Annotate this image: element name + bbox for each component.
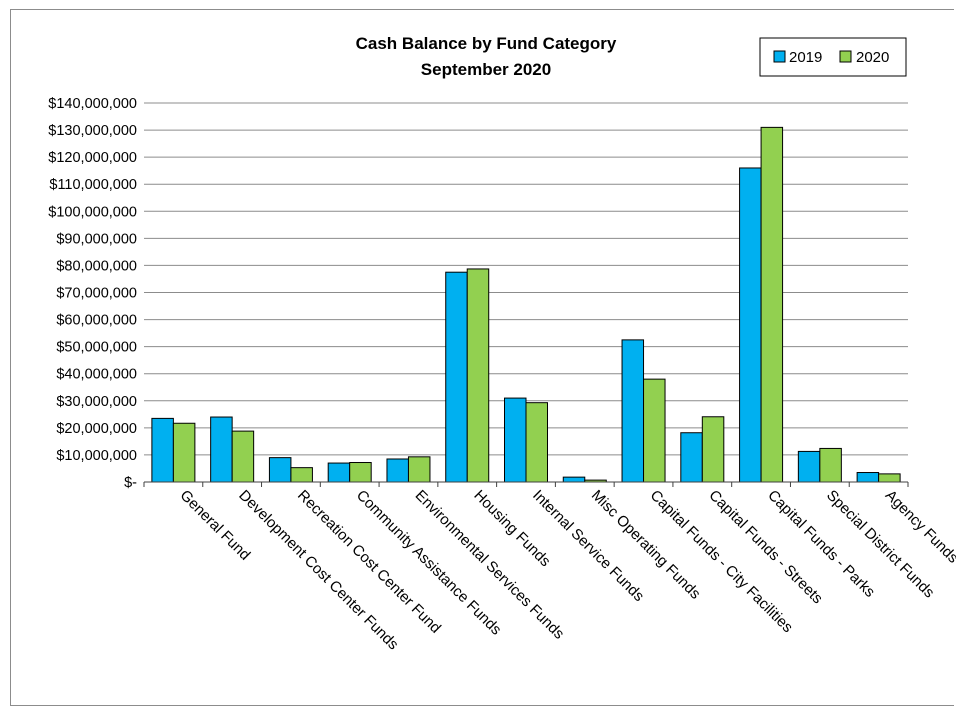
- bar-2020: [701, 416, 725, 483]
- category-label: Special District Funds: [823, 487, 938, 602]
- chart-subtitle: September 2020: [421, 60, 551, 79]
- y-tick-label: $120,000,000: [48, 150, 137, 166]
- bar-2019: [327, 462, 351, 483]
- bar-2019: [210, 416, 233, 483]
- y-tick-label: $50,000,000: [56, 340, 137, 356]
- bar-2020: [819, 447, 842, 483]
- legend-label-2019: 2019: [789, 49, 822, 66]
- bar-2019: [621, 339, 645, 483]
- category-label: Capital Funds - Parks: [764, 487, 878, 601]
- y-tick-label: $140,000,000: [48, 96, 137, 112]
- bar-2019: [268, 457, 292, 483]
- bar-2019: [739, 167, 762, 483]
- bar-2020: [231, 430, 255, 483]
- legend-swatch-2019: [773, 50, 786, 63]
- category-label: Misc Operating Funds: [588, 487, 704, 603]
- y-tick-label: $80,000,000: [56, 258, 137, 274]
- bars: [151, 126, 901, 483]
- legend-swatch-2020: [839, 50, 852, 63]
- bar-2019: [562, 476, 586, 483]
- bar-2019: [680, 432, 703, 483]
- bar-2020: [290, 467, 313, 483]
- bar-2020: [760, 126, 784, 483]
- bar-2020: [349, 462, 372, 483]
- y-tick-label: $90,000,000: [56, 231, 137, 247]
- y-tick-label: $30,000,000: [56, 394, 137, 410]
- bar-2020: [466, 268, 490, 483]
- bar-2020: [172, 422, 196, 483]
- bar-2020: [407, 456, 431, 483]
- category-label: Capital Funds - Streets: [705, 487, 825, 607]
- y-tick-label: $10,000,000: [56, 448, 137, 464]
- y-axis-tick-labels: $- $10,000,000 $20,000,000 $30,000,000 $40,0…: [48, 96, 137, 491]
- y-tick-label: $-: [124, 475, 137, 491]
- bar-2019: [386, 458, 409, 483]
- y-tick-label: $40,000,000: [56, 367, 137, 383]
- y-tick-label: $60,000,000: [56, 313, 137, 329]
- legend-label-2020: 2020: [856, 49, 889, 66]
- bar-2020: [878, 473, 901, 483]
- bar-2019: [856, 472, 880, 483]
- category-label: Internal Service Funds: [529, 487, 647, 605]
- chart-title: Cash Balance by Fund Category: [356, 34, 617, 53]
- legend: 2019 2020: [759, 37, 907, 77]
- y-tick-label: $20,000,000: [56, 421, 137, 437]
- bar-2019: [151, 417, 174, 483]
- bar-2019: [445, 271, 468, 483]
- y-tick-label: $70,000,000: [56, 286, 137, 302]
- y-tick-label: $110,000,000: [49, 177, 137, 193]
- y-tick-label: $130,000,000: [48, 123, 137, 139]
- bar-2019: [504, 397, 527, 483]
- bar-2020: [643, 378, 666, 483]
- y-tick-label: $100,000,000: [48, 204, 137, 220]
- x-axis-tick-marks: [143, 482, 909, 487]
- bar-2020: [525, 402, 548, 483]
- bar-2019: [797, 450, 821, 483]
